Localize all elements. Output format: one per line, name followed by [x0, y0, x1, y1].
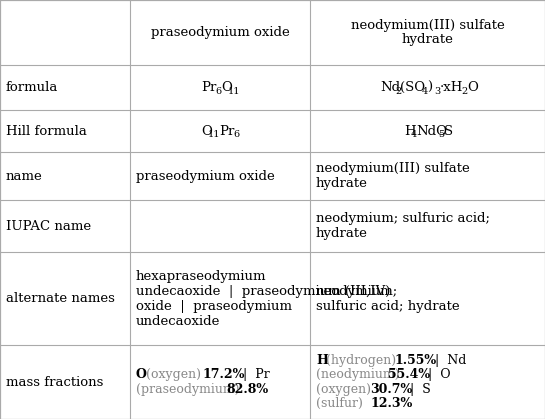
- Text: (sulfur): (sulfur): [316, 397, 367, 410]
- Text: 3: 3: [435, 86, 441, 96]
- Text: O: O: [467, 81, 478, 94]
- Text: |  O: | O: [421, 368, 451, 381]
- Text: Pr: Pr: [201, 81, 216, 94]
- Text: neodymium(III) sulfate
hydrate: neodymium(III) sulfate hydrate: [316, 162, 470, 190]
- Text: 6: 6: [215, 86, 221, 96]
- Text: 11: 11: [208, 130, 221, 139]
- Text: Nd: Nd: [380, 81, 401, 94]
- Text: 6: 6: [234, 130, 240, 139]
- Text: (oxygen): (oxygen): [142, 368, 205, 381]
- Text: Pr: Pr: [219, 124, 234, 137]
- Text: IUPAC name: IUPAC name: [6, 220, 91, 233]
- Text: neodymium(III) sulfate
hydrate: neodymium(III) sulfate hydrate: [350, 18, 504, 47]
- Text: O: O: [136, 368, 147, 381]
- Text: 17.2%: 17.2%: [203, 368, 245, 381]
- Text: 2: 2: [462, 86, 468, 96]
- Text: praseodymium oxide: praseodymium oxide: [136, 170, 275, 183]
- Text: formula: formula: [6, 81, 58, 94]
- Text: |  Pr: | Pr: [235, 368, 270, 381]
- Text: 2: 2: [395, 86, 401, 96]
- Text: praseodymium oxide: praseodymium oxide: [150, 26, 289, 39]
- Text: mass fractions: mass fractions: [6, 375, 104, 388]
- Text: 55.4%: 55.4%: [388, 368, 430, 381]
- Text: 4: 4: [411, 130, 417, 139]
- Text: 5: 5: [438, 130, 444, 139]
- Text: (praseodymium): (praseodymium): [136, 383, 244, 396]
- Text: O: O: [221, 81, 232, 94]
- Text: neodymium;
sulfuric acid; hydrate: neodymium; sulfuric acid; hydrate: [316, 285, 459, 313]
- Text: name: name: [6, 170, 43, 183]
- Text: S: S: [444, 124, 453, 137]
- Text: O: O: [201, 124, 212, 137]
- Text: 4: 4: [422, 86, 428, 96]
- Text: H: H: [404, 124, 416, 137]
- Text: (SO: (SO: [401, 81, 426, 94]
- Text: ·xH: ·xH: [440, 81, 464, 94]
- Text: alternate names: alternate names: [6, 292, 115, 305]
- Text: 11: 11: [228, 86, 240, 96]
- Text: NdO: NdO: [417, 124, 447, 137]
- Text: (hydrogen): (hydrogen): [323, 354, 401, 367]
- Text: hexapraseodymium
undecaoxide  |  praseodymium (III,IV)
oxide  |  praseodymium
un: hexapraseodymium undecaoxide | praseodym…: [136, 269, 390, 328]
- Text: (neodymium): (neodymium): [316, 368, 403, 381]
- Text: ): ): [427, 81, 433, 94]
- Text: 82.8%: 82.8%: [226, 383, 268, 396]
- Text: |  Nd: | Nd: [427, 354, 467, 367]
- Text: 30.7%: 30.7%: [370, 383, 412, 396]
- Text: H: H: [316, 354, 328, 367]
- Text: 12.3%: 12.3%: [370, 397, 412, 410]
- Text: Hill formula: Hill formula: [6, 124, 87, 137]
- Text: 1.55%: 1.55%: [395, 354, 437, 367]
- Text: neodymium; sulfuric acid;
hydrate: neodymium; sulfuric acid; hydrate: [316, 212, 490, 240]
- Text: (oxygen): (oxygen): [316, 383, 375, 396]
- Text: |  S: | S: [403, 383, 431, 396]
